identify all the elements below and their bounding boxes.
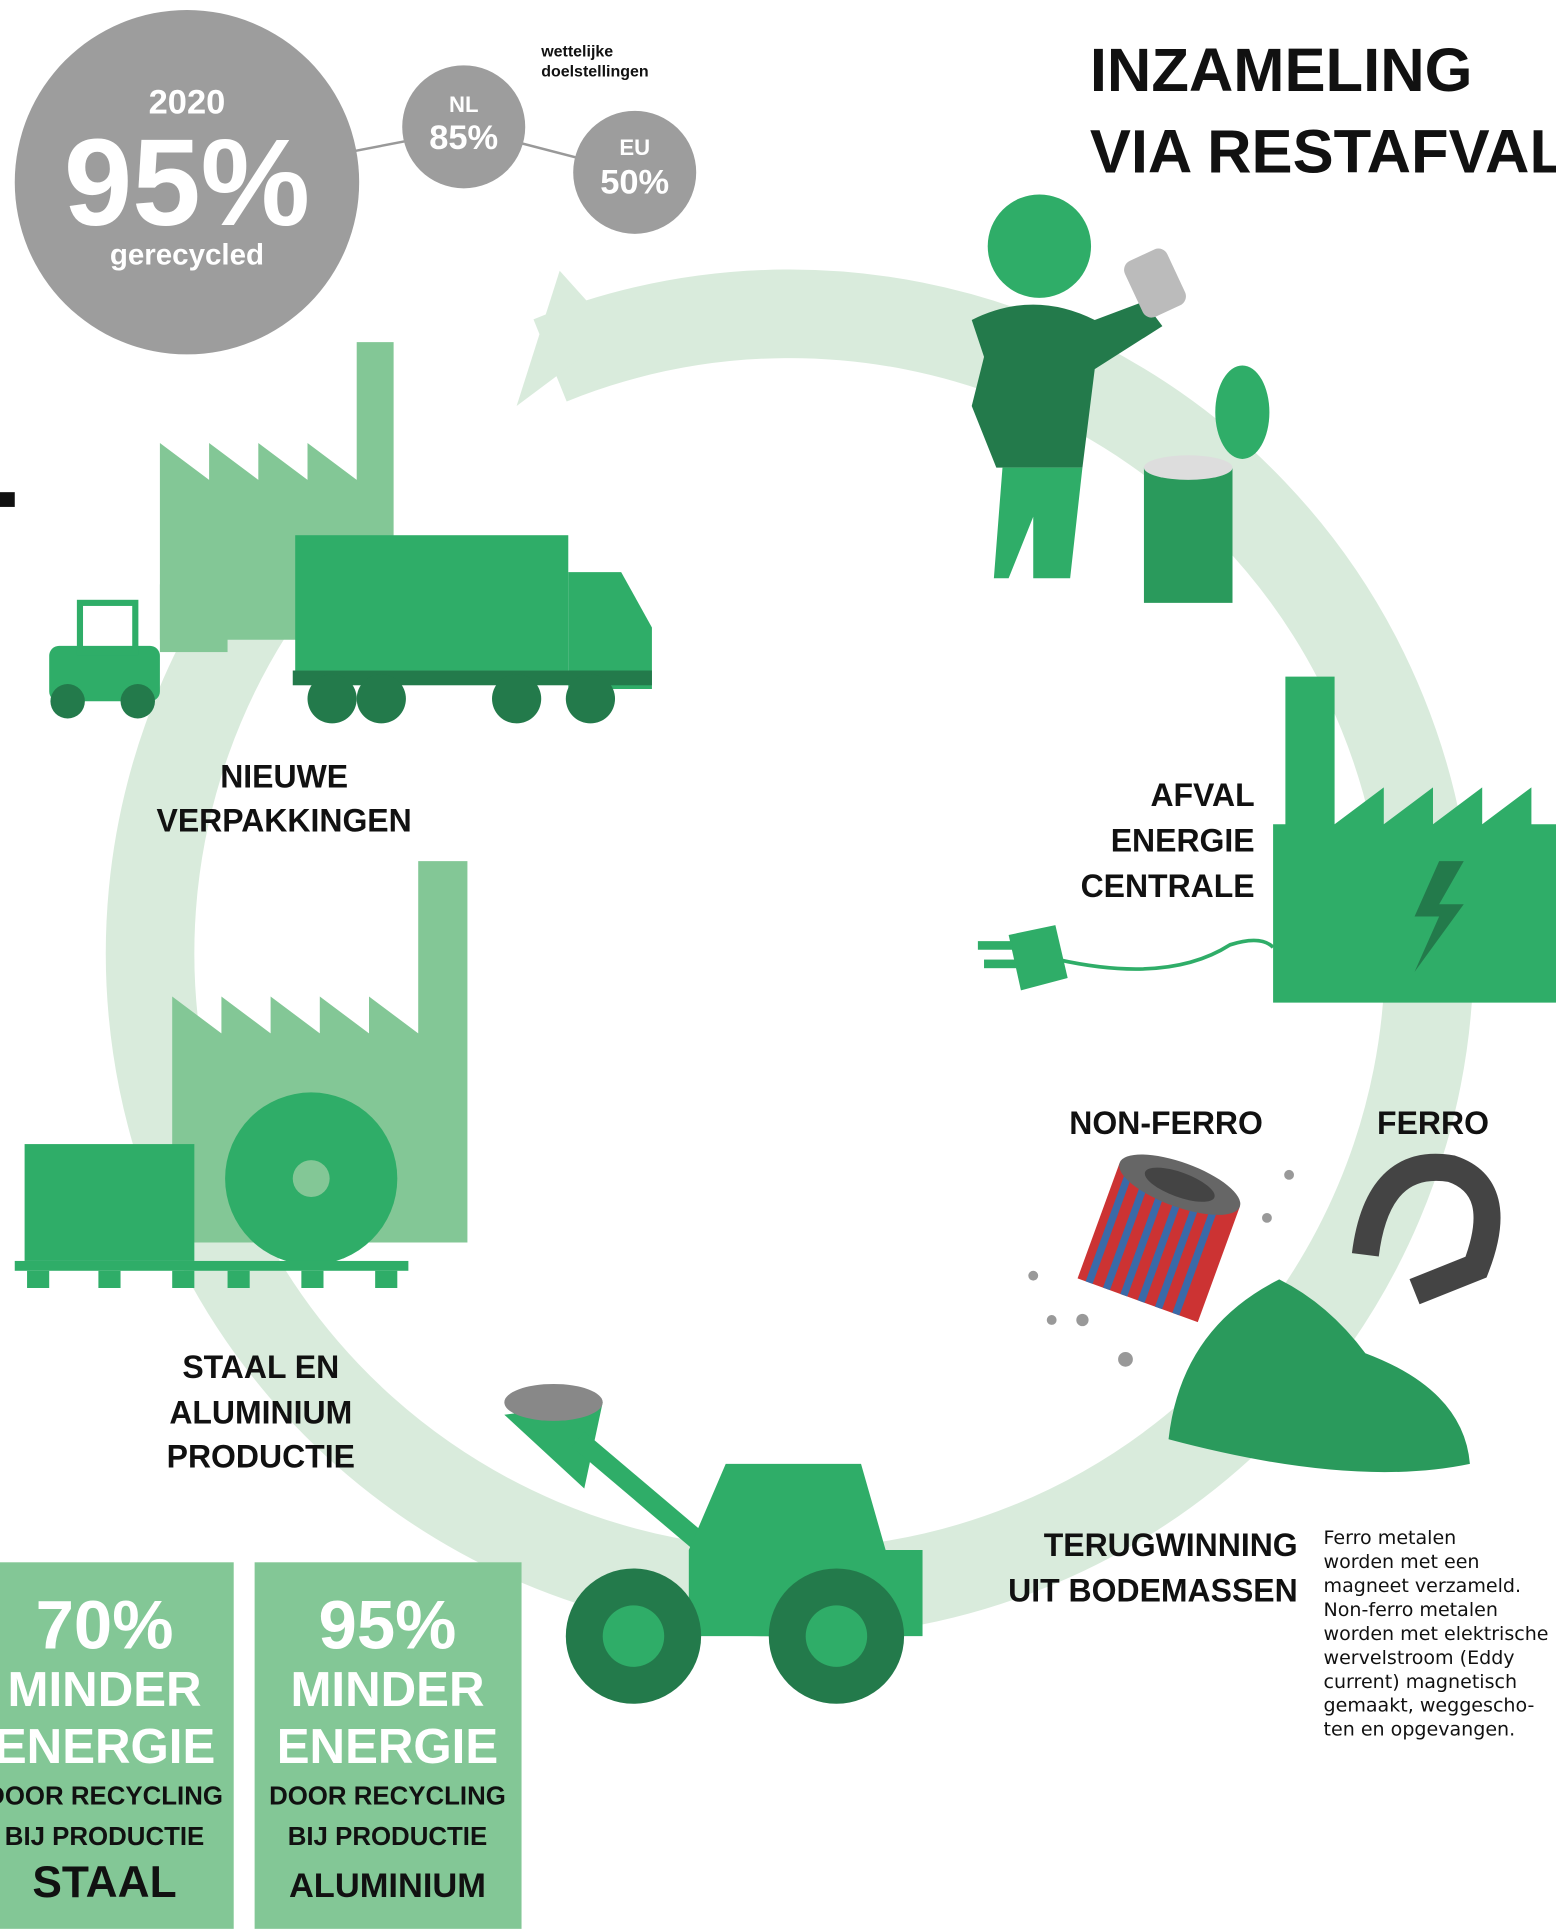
savings-metal: STAAL <box>32 1858 176 1907</box>
eu-code: EU <box>619 135 650 160</box>
stage-label: STAAL EN <box>182 1349 339 1385</box>
description-line: current) magnetisch <box>1324 1671 1518 1693</box>
loader-illustration <box>504 1383 923 1704</box>
stage-label: CENTRALE <box>1081 868 1255 904</box>
description-line: worden met elektrische <box>1324 1623 1549 1645</box>
description-line: gemaakt, weggescho- <box>1324 1695 1535 1717</box>
eu-value: 50% <box>600 163 669 201</box>
eu-bubble <box>573 110 697 234</box>
savings-box <box>0 1562 234 1929</box>
savings-line: ENERGIE <box>0 1719 215 1774</box>
savings-line: MINDER <box>290 1662 484 1717</box>
description-line: wervelstroom (Eddy <box>1324 1647 1515 1669</box>
targets-title: wettelijke <box>540 44 613 61</box>
savings-percent: 70% <box>36 1586 174 1663</box>
main-bubble <box>14 9 360 355</box>
description-line: ten en opgevangen. <box>1324 1719 1516 1741</box>
stage-label: AFVAL <box>1150 777 1254 813</box>
description-line: Non-ferro metalen <box>1324 1599 1498 1621</box>
production-illustration <box>14 861 468 1289</box>
savings-sub: DOOR RECYCLING <box>0 1783 223 1811</box>
savings-sub: BIJ PRODUCTIE <box>288 1823 487 1851</box>
savings-sub: DOOR RECYCLING <box>269 1783 506 1811</box>
ferro-label: FERRO <box>1377 1105 1489 1141</box>
nl-bubble <box>402 65 526 189</box>
savings-line: ENERGIE <box>277 1719 498 1774</box>
nl-code: NL <box>449 92 479 117</box>
energy-plant-illustration <box>977 676 1556 1003</box>
stage-label: NIEUWE <box>220 758 348 794</box>
person-illustration <box>971 194 1270 603</box>
year: 2020 <box>149 83 226 121</box>
non-ferro-label: NON-FERRO <box>1069 1105 1263 1141</box>
main-percent: 95% <box>64 115 310 252</box>
title: INZAMELING <box>1090 36 1473 105</box>
savings-metal: ALUMINIUM <box>289 1867 486 1905</box>
description-line: Ferro metalen <box>1324 1527 1457 1549</box>
stage-label: ALUMINIUM <box>169 1394 352 1430</box>
packaging-illustration <box>49 342 652 724</box>
stage-label: VERPAKKINGEN <box>157 803 412 839</box>
main-label: gerecycled <box>110 239 264 272</box>
savings-percent: 95% <box>319 1586 457 1663</box>
title: VIA RESTAFVAL <box>1090 117 1556 186</box>
stage-label: TERUGWINNING <box>1044 1527 1298 1563</box>
stage-label: UIT BODEMASSEN <box>1008 1573 1298 1609</box>
marker <box>0 492 15 507</box>
description-line: magneet verzameld. <box>1324 1575 1522 1597</box>
separation-illustration <box>1028 1153 1501 1473</box>
nl-value: 85% <box>429 119 498 157</box>
description-line: worden met een <box>1324 1551 1480 1573</box>
stage-label: ENERGIE <box>1111 822 1255 858</box>
savings-line: MINDER <box>8 1662 202 1717</box>
targets-title: doelstellingen <box>541 63 648 80</box>
savings-box <box>254 1562 522 1929</box>
savings-sub: BIJ PRODUCTIE <box>5 1823 204 1851</box>
ring-arrow <box>516 270 616 407</box>
stage-label: PRODUCTIE <box>167 1439 355 1475</box>
